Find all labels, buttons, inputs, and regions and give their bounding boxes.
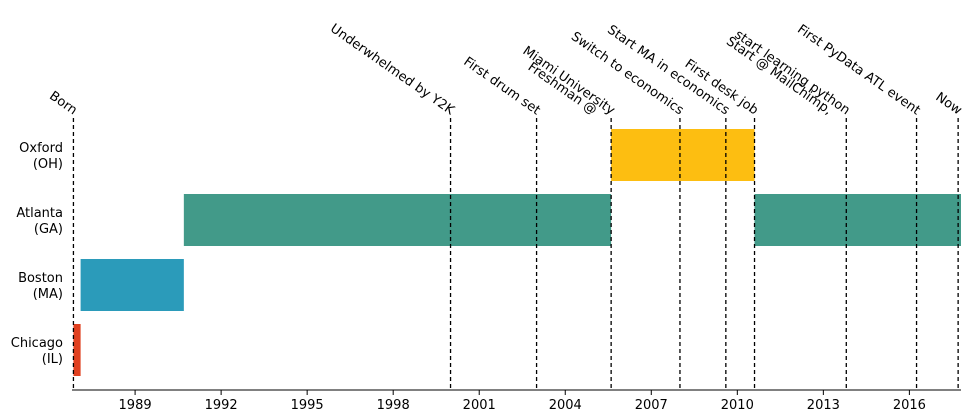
span-bar-atlanta-ga-2 — [183, 194, 612, 246]
span-bar-atlanta-ga-4 — [754, 194, 961, 246]
x-tick-label-2013: 2013 — [807, 398, 840, 413]
y-label-boston-ma: Boston (MA) — [18, 271, 63, 302]
span-bar-boston-ma-1 — [80, 259, 184, 311]
x-axis: 1989 1992 1995 1998 2001 2004 2007 2010 2013 2016 — [119, 390, 926, 413]
x-tick-label-2004: 2004 — [549, 398, 582, 413]
x-tick-label-2001: 2001 — [463, 398, 496, 413]
y-axis-labels: Chicago (IL) Boston (MA) Atlanta (GA) Oxford (O… — [11, 141, 63, 367]
x-tick-label-1998: 1998 — [377, 398, 410, 413]
y-label-atlanta-ga: Atlanta (GA) — [16, 206, 63, 237]
y-label-oxford-oh: Oxford (OH) — [19, 141, 63, 172]
x-tick-label-1995: 1995 — [291, 398, 324, 413]
event-label-now: Now — [933, 90, 965, 119]
x-tick-label-2016: 2016 — [893, 398, 926, 413]
x-tick-label-2010: 2010 — [721, 398, 754, 413]
event-label-born: Born — [46, 89, 79, 119]
x-tick-label-2007: 2007 — [635, 398, 668, 413]
span-bar-oxford-oh-3 — [611, 129, 755, 181]
x-tick-label-1989: 1989 — [119, 398, 152, 413]
span-bar-chicago-il-0 — [73, 324, 81, 376]
x-tick-label-1992: 1992 — [205, 398, 238, 413]
location-spans — [73, 129, 961, 376]
event-label-underwhelmed-by-y2k: Underwhelmed by Y2K — [327, 21, 457, 118]
y-label-chicago-il: Chicago (IL) — [11, 336, 63, 367]
